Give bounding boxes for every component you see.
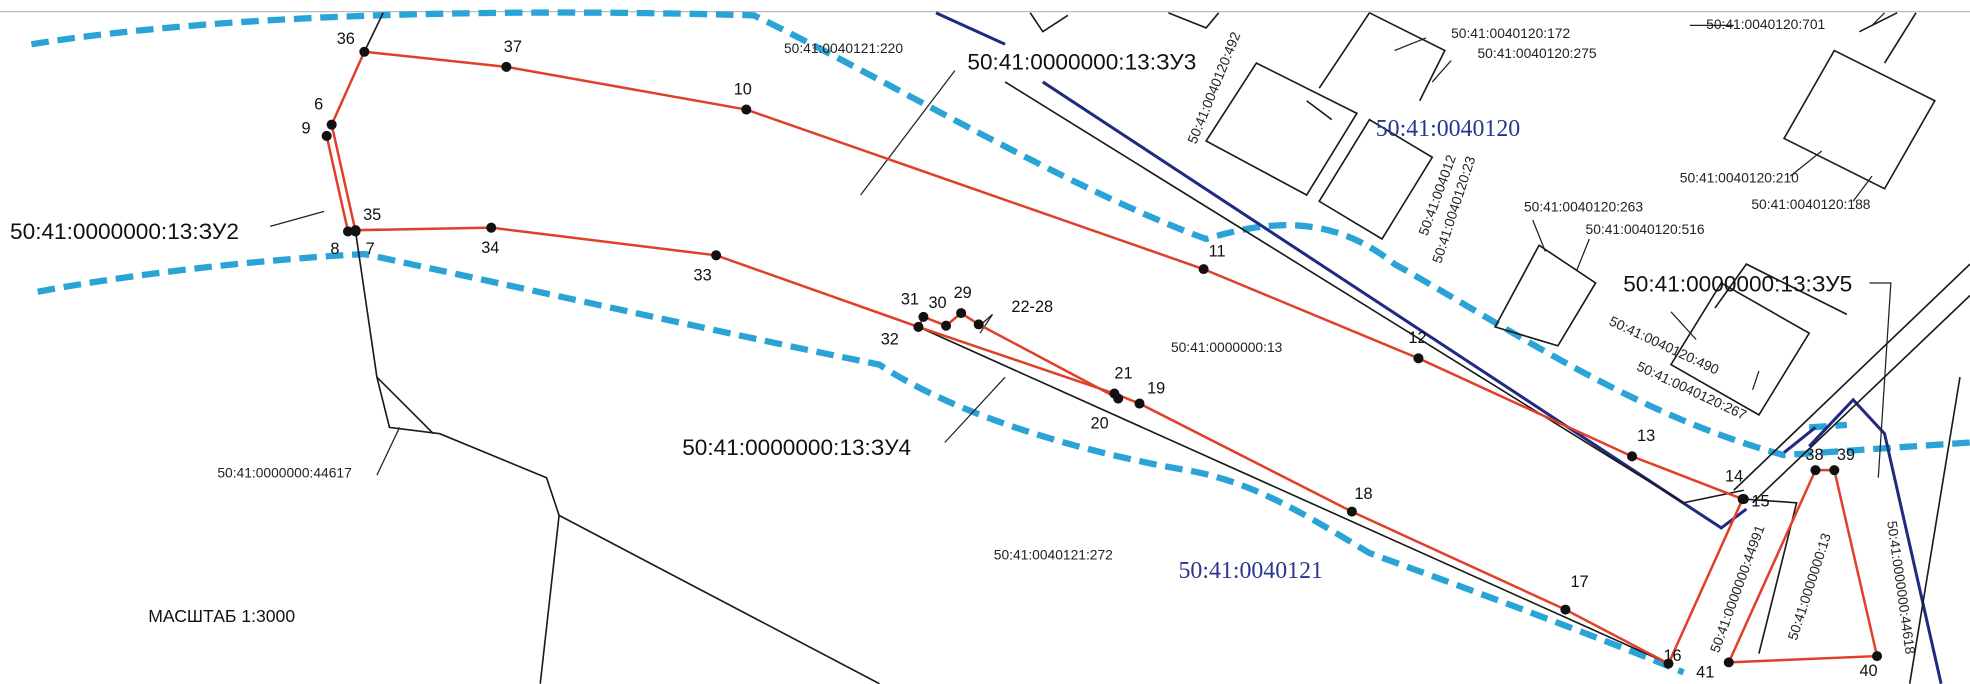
survey-point	[1723, 657, 1734, 668]
survey-point	[321, 130, 332, 141]
survey-point	[359, 46, 370, 57]
black-boundaries	[354, 12, 1970, 684]
navy-lines	[935, 11, 1943, 684]
survey-point	[1560, 604, 1571, 615]
point-label: 21	[1114, 364, 1132, 382]
point-label: 12	[1408, 329, 1426, 347]
survey-point	[501, 61, 512, 72]
survey-point	[1198, 264, 1209, 275]
survey-points: 36 37 10 11 12 13 14 15 16 41 40 39 38 69 8 7 35 34 33 32 31…	[302, 30, 1883, 681]
scale-label: МАСШТАБ 1:3000	[148, 606, 295, 626]
point-label: 9	[302, 119, 311, 137]
survey-point	[326, 119, 337, 130]
survey-point	[973, 319, 984, 330]
point-label: 36	[337, 30, 355, 48]
point-label: 29	[954, 284, 972, 302]
point-label: 40	[1859, 662, 1877, 680]
point-label: 22-28	[1011, 298, 1053, 316]
parcel-label: 50:41:0000000:13:ЗУ5	[1623, 272, 1852, 297]
blue-dashed-boundaries	[30, 9, 1970, 676]
point-label: 6	[314, 96, 323, 114]
survey-point	[1113, 393, 1124, 404]
survey-point	[1810, 465, 1821, 476]
point-label: 19	[1147, 380, 1165, 398]
point-label: 20	[1091, 415, 1109, 433]
cadastral-label: 50:41:0040120:516	[1586, 221, 1705, 237]
point-label: 14	[1725, 467, 1743, 485]
cadastral-label: 50:41:0000000:44617	[217, 465, 351, 481]
parcel-label: 50:41:0000000:13:ЗУ2	[10, 219, 239, 244]
survey-point	[1413, 353, 1424, 364]
cadastral-label: 50:41:0040120:172	[1451, 25, 1570, 41]
survey-point	[1134, 398, 1145, 409]
cadastral-label: 50:41:0040120:701	[1706, 16, 1825, 32]
point-label: 41	[1696, 663, 1714, 681]
point-label: 8	[330, 240, 339, 258]
point-label: 32	[881, 331, 899, 349]
point-label: 30	[928, 294, 946, 312]
survey-point	[956, 308, 967, 319]
survey-point	[741, 104, 752, 115]
cadastral-label: 50:41:0040120:188	[1751, 196, 1870, 212]
survey-point	[1738, 494, 1749, 505]
survey-point	[918, 311, 929, 322]
cadastral-label: 50:41:0040120:210	[1680, 169, 1799, 185]
point-label: 10	[734, 80, 752, 98]
point-label: 7	[366, 240, 375, 258]
survey-point	[1872, 651, 1883, 662]
point-label: 35	[363, 206, 381, 224]
cadastral-label: 50:41:0040121:220	[784, 40, 903, 56]
cadastral-label: 50:41:0000000:13	[1171, 339, 1283, 355]
survey-point	[1346, 506, 1357, 517]
point-label: 39	[1837, 446, 1855, 464]
survey-point	[486, 222, 497, 233]
cadastral-label: 50:41:0040120:275	[1478, 45, 1597, 61]
block-label: 50:41:0040121	[1178, 558, 1322, 584]
point-label: 38	[1805, 446, 1823, 464]
survey-point	[913, 321, 924, 332]
point-label: 15	[1751, 493, 1769, 511]
cadastral-label: 50:41:0040121:272	[994, 546, 1113, 562]
block-label: 50:41:0040120	[1376, 116, 1521, 142]
survey-point	[711, 250, 722, 261]
leader-lines	[269, 12, 1892, 478]
point-label: 17	[1570, 573, 1588, 591]
survey-point	[342, 226, 354, 237]
survey-point	[350, 225, 361, 236]
cadastral-label: 50:41:0040120:263	[1524, 198, 1643, 214]
parcel-label: 50:41:0000000:13:ЗУ4	[682, 435, 911, 460]
point-label: 18	[1354, 485, 1372, 503]
point-label: 34	[481, 239, 499, 257]
point-label: 13	[1637, 427, 1655, 445]
point-label: 33	[694, 266, 712, 284]
point-label: 37	[504, 38, 522, 56]
point-label: 16	[1663, 647, 1681, 665]
survey-point	[1829, 465, 1840, 476]
survey-point	[941, 320, 952, 331]
survey-point	[1663, 658, 1674, 669]
survey-point	[1627, 451, 1638, 462]
point-label: 11	[1209, 243, 1226, 261]
point-label: 31	[901, 290, 919, 308]
parcel-label: 50:41:0000000:13:ЗУ3	[967, 49, 1196, 74]
